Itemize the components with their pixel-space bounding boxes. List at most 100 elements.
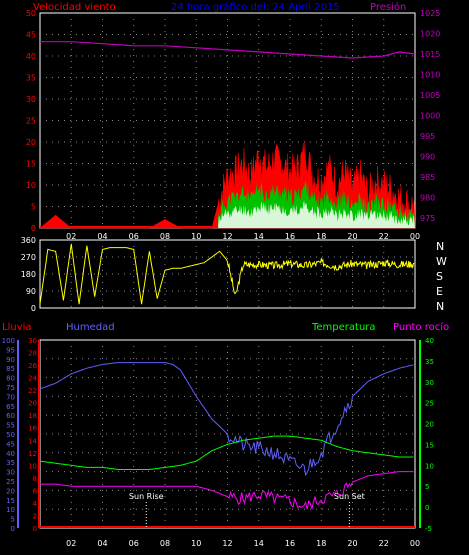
humidity-tick-label: 85	[6, 365, 15, 373]
time-tick-label: 20	[347, 232, 357, 241]
temperature-tick-label: 20	[425, 421, 434, 429]
compass-label: W	[436, 255, 447, 268]
time-tick-label: 08	[160, 232, 170, 241]
rain-tick-label: 28	[28, 350, 37, 358]
direction-tick-label: 270	[21, 253, 36, 262]
rain-tick-label: 14	[28, 437, 37, 445]
rain-tick-label: 30	[28, 337, 37, 345]
humidity-tick-label: 25	[6, 478, 15, 486]
pressure-tick-label: 1000	[420, 111, 440, 120]
humidity-tick-label: 20	[6, 487, 15, 495]
time-tick-label: 22	[379, 539, 389, 548]
wind-time-axis: 02 04 06 08 10 12 14 16 18 20 22 00	[66, 232, 420, 241]
time-tick-label: 18	[316, 232, 326, 241]
time-tick-label: 06	[129, 232, 139, 241]
rain-tick-label: 26	[28, 362, 37, 370]
direction-tick-label: 180	[21, 270, 36, 279]
time-tick-label: 02	[66, 232, 76, 241]
compass-label: S	[436, 270, 443, 283]
temperature-tick-label: 5	[425, 483, 429, 491]
direction-tick-label: 0	[31, 304, 36, 313]
wind-gust-white-band	[218, 200, 415, 228]
pressure-tick-label: 1010	[420, 70, 440, 79]
compass-label: N	[436, 240, 444, 253]
wind-speed-label: Velocidad viento	[33, 2, 116, 13]
rain-label: Lluvia	[2, 322, 32, 333]
humidity-series	[39, 362, 414, 477]
wind-tick-label: 50	[26, 9, 36, 18]
pressure-series	[40, 41, 416, 59]
rain-tick-label: 6	[33, 487, 38, 495]
rain-tick-label: 24	[28, 375, 37, 383]
compass-label: N	[436, 300, 444, 313]
time-tick-label: 04	[97, 539, 107, 548]
wind-tick-label: 25	[26, 117, 36, 126]
rain-tick-label: 4	[33, 500, 38, 508]
time-tick-label: 20	[347, 539, 357, 548]
time-tick-label: 04	[97, 232, 107, 241]
wind-tick-label: 45	[26, 31, 36, 40]
sun-marker-label: Sun Set	[334, 492, 365, 501]
pressure-axis: 975 980 985 990 995 1000 1005 1010 1015 1020 1025	[420, 9, 440, 223]
rain-tick-label: 2	[33, 512, 37, 520]
time-tick-label: 06	[129, 539, 139, 548]
humidity-tick-label: 75	[6, 384, 15, 392]
temperature-tick-label: 15	[425, 441, 434, 449]
sun-marker-label: Sun Rise	[129, 492, 164, 501]
time-tick-label: 00	[410, 232, 420, 241]
humidity-tick-label: 0	[11, 525, 15, 533]
pressure-tick-label: 985	[420, 173, 435, 182]
humidity-tick-label: 80	[6, 375, 15, 383]
temperature-tick-label: -5	[425, 525, 432, 533]
humidity-tick-label: 50	[6, 431, 15, 439]
wind-tick-label: 20	[26, 138, 36, 147]
humidity-tick-label: 95	[6, 346, 15, 354]
time-tick-label: 16	[285, 232, 295, 241]
time-tick-label: 22	[379, 232, 389, 241]
climate-series	[39, 362, 415, 528]
humidity-label: Humedad	[66, 322, 115, 333]
wind-tick-label: 15	[26, 160, 36, 169]
pressure-tick-label: 990	[420, 152, 435, 161]
dewpoint-series	[40, 471, 414, 510]
temperature-tick-label: 40	[425, 337, 434, 345]
humidity-tick-label: 45	[6, 440, 15, 448]
time-tick-label: 14	[254, 232, 264, 241]
rain-tick-label: 18	[28, 412, 37, 420]
humidity-tick-label: 30	[6, 469, 15, 477]
direction-axis: 0 90 180 270 360	[21, 236, 36, 313]
direction-panel-grid	[40, 240, 415, 308]
humidity-tick-label: 90	[6, 356, 15, 364]
rain-tick-label: 22	[28, 387, 37, 395]
time-tick-label: 08	[160, 539, 170, 548]
pressure-tick-label: 975	[420, 214, 435, 223]
humidity-tick-label: 35	[6, 459, 15, 467]
humidity-tick-label: 60	[6, 412, 15, 420]
time-tick-label: 10	[191, 539, 201, 548]
time-tick-label: 00	[410, 539, 420, 548]
sun-annotations: Sun Rise Sun Set	[129, 492, 365, 528]
temperature-tick-label: 35	[425, 358, 434, 366]
climate-axes: 0510152025303540455055606570758085909510…	[2, 337, 434, 533]
temperature-tick-label: 10	[425, 462, 434, 470]
time-tick-label: 10	[191, 232, 201, 241]
dewpoint-label: Punto rocío	[393, 321, 449, 333]
temperature-tick-label: 30	[425, 379, 434, 387]
humidity-tick-label: 55	[6, 422, 15, 430]
pressure-tick-label: 1020	[420, 29, 440, 38]
humidity-tick-label: 40	[6, 450, 15, 458]
humidity-tick-label: 5	[11, 516, 15, 524]
direction-tick-label: 360	[21, 236, 36, 245]
direction-tick-label: 90	[26, 287, 36, 296]
pressure-tick-label: 1025	[420, 9, 440, 18]
rain-tick-label: 10	[28, 462, 37, 470]
temperature-tick-label: 25	[425, 400, 434, 408]
wind-direction-series	[39, 243, 415, 305]
rain-tick-label: 8	[33, 475, 37, 483]
pressure-label: Presión	[370, 1, 406, 13]
temperature-series	[39, 435, 414, 470]
time-tick-label: 16	[285, 539, 295, 548]
pressure-tick-label: 980	[420, 193, 435, 202]
time-tick-label: 18	[316, 539, 326, 548]
